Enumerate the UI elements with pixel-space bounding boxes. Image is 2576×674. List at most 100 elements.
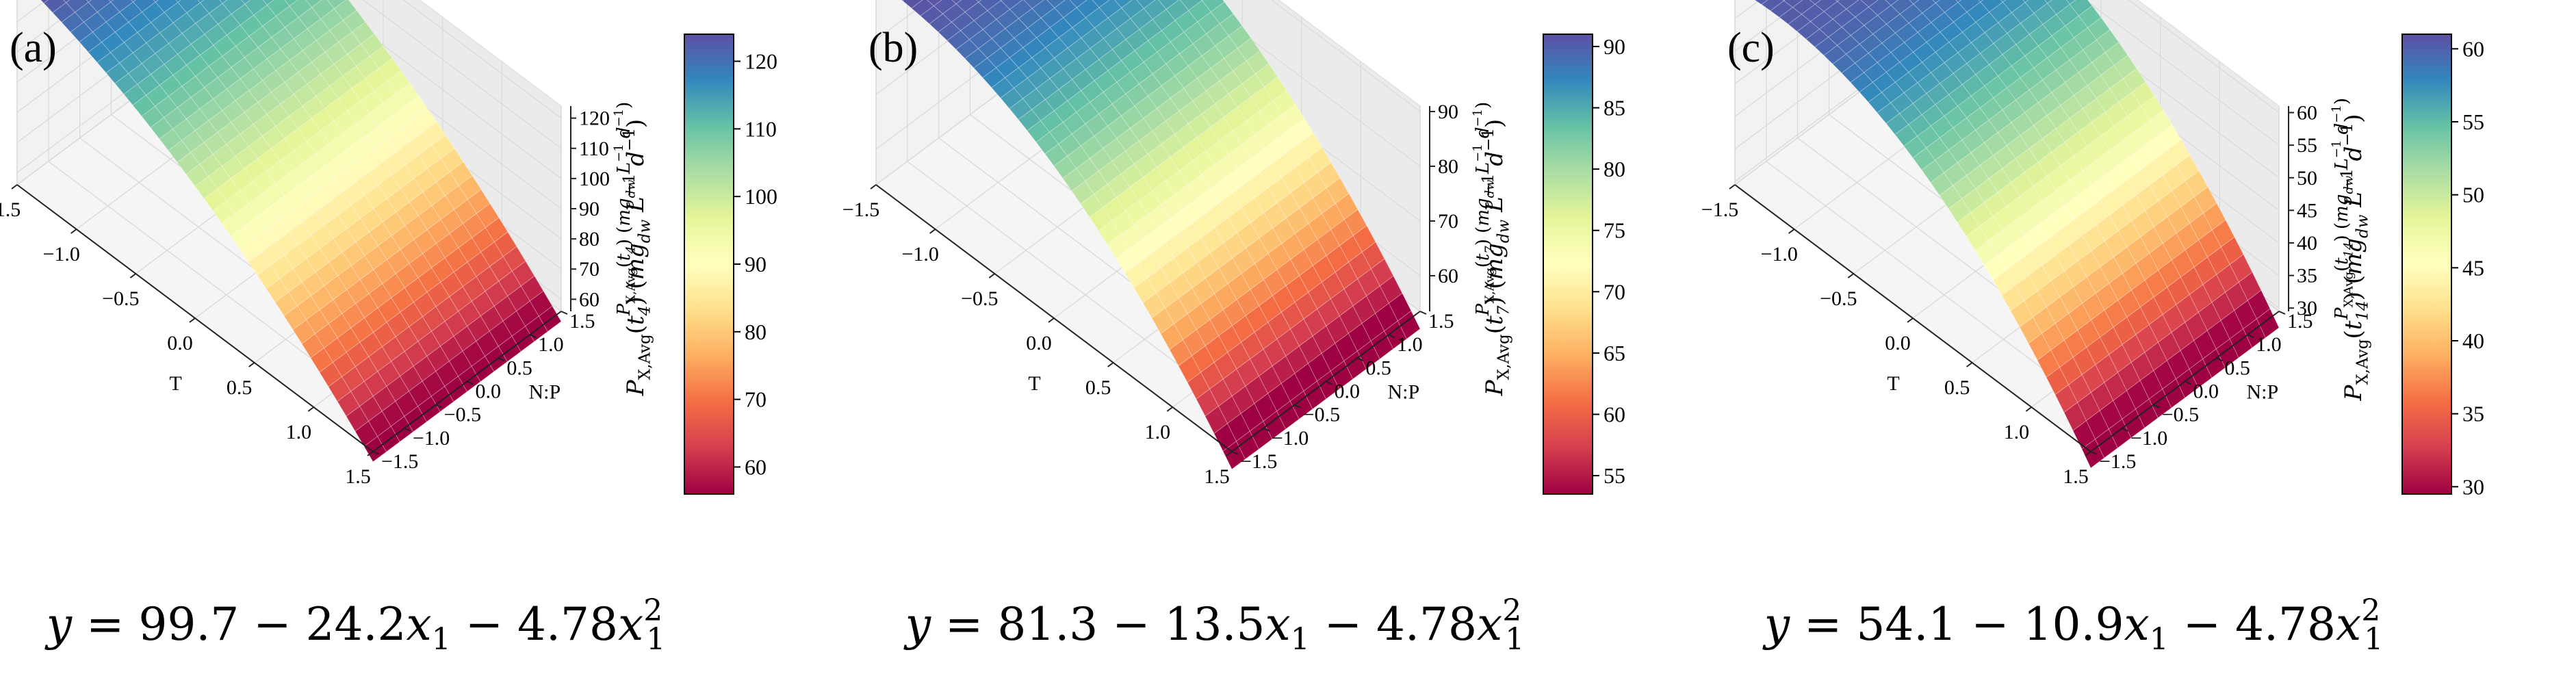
surface-patch [1289,390,1313,420]
y-tick-label: −1.5 [2099,450,2136,473]
x-tick-mark [870,184,877,190]
panel-label: (b) [868,25,918,71]
left-grid-z [16,0,88,53]
equation-part: = 99.7 − 24.2 [72,598,406,651]
z-axis-label-part: ) ( [1473,226,1493,246]
z-axis-label-part: 14 [2341,242,2356,258]
back-grid-z [2128,0,2280,114]
panel-label: (a) [10,25,57,71]
y-tick-mark [435,404,443,409]
colorbar-label-part: −1 [2339,168,2356,192]
equation-part: 1 [2364,622,2383,657]
colorbar-tick-label: 120 [745,49,777,74]
surface-patch [538,305,562,332]
surface-patch [1356,340,1380,370]
y-tick-mark [404,427,411,432]
colorbar-label-part: −1 [621,174,639,197]
colorbar-label-part: ( [1481,325,1508,334]
equation-part: = 54.1 − 10.9 [1790,598,2124,651]
x-tick-label: 1.5 [345,465,371,488]
colorbar-label-part: dw [2354,214,2372,238]
x-tick-label: −1.0 [1760,243,1797,265]
colorbar-tick-label: 30 [2462,474,2484,499]
left-grid-z [1734,0,1805,52]
surface-patch [1330,360,1354,390]
panel-label: (c) [1727,25,1775,71]
colorbar-label: PX,Avg(t14) (mgdw L−1 d−1) [2339,114,2371,401]
y-tick-label: 0.5 [1365,357,1391,379]
y-tick-mark [2153,404,2161,409]
colorbar-label-part: d [622,151,649,174]
y-tick-mark [2278,311,2286,315]
z-axis-label-part: dw [1482,179,1497,198]
z-axis-label-part: 7 [1482,246,1497,254]
x-tick-mark [70,229,77,234]
back-grid-z [322,0,562,179]
x-axis-label: T [1887,372,1899,395]
z-axis-label-part: ( [1473,261,1493,268]
z-axis-label-part: −1 [2330,140,2344,159]
colorbar-label-part: −1 [1480,174,1497,197]
x-tick-mark [1966,362,1973,367]
x-tick-label: −1.0 [901,243,938,265]
surface-patch [1343,350,1367,380]
z-axis-label-part: ) ( [2332,222,2352,242]
y-tick-mark [1356,357,1364,362]
equation-part: x [618,598,643,651]
surface-patch [1397,310,1421,339]
y-tick-mark [1294,404,1302,409]
colorbar-label-part: ) [1481,119,1508,128]
z-tick-label: 50 [2297,167,2317,190]
x-tick-label: −1.5 [842,198,879,221]
equation-part: 2 [643,593,662,628]
z-tick-label: 45 [2297,199,2317,222]
z-axis-label-part: ( [614,261,634,268]
z-axis-label-part: P [2332,307,2352,320]
z-axis-label-part: X,Avg [623,268,638,304]
colorbar-tick-label: 60 [1603,402,1625,427]
y-tick-label: −1.0 [413,427,450,450]
colorbar-label-part: dw [1495,220,1513,244]
x-tick-label: 0.0 [167,332,193,354]
colorbar-tick-label: 60 [745,454,767,479]
colorbar-label-part: ( [622,325,649,334]
z-axis-label-part: d [2332,123,2352,140]
z-axis-label-part: P [614,303,634,316]
back-grid-z [2085,0,2280,146]
x-tick-mark [929,229,936,234]
z-axis-label-part: ) [614,102,634,109]
y-tick-label: 1.0 [1397,333,1422,356]
x-tick-label: 0.5 [1944,376,1970,399]
colorbar-tick-label: 90 [745,252,767,276]
back-grid-z [402,0,562,119]
y-axis-label: N:P [529,381,561,404]
equation-part: 1 [646,622,665,657]
x-axis-label: T [169,372,181,395]
x-tick-mark [2085,451,2091,456]
x-tick-mark [248,362,255,367]
colorbar-label-part: L [1481,196,1508,219]
colorbar-label-part: X,Avg [2354,339,2372,385]
colorbar-label-part: L [622,196,649,219]
colorbar-tick-label: 65 [1603,341,1625,365]
z-axis-label-part: dw [2341,175,2356,194]
colorbar-tick-label: 35 [2462,402,2484,426]
equation: y = 54.1 − 10.9x1 − 4.78x2 1 [1762,593,2383,657]
z-axis-label-part: d [614,127,634,144]
z-axis-label: PX,Avg(t7) (mgdw L−1 d−1) [1471,102,1497,317]
equation-part: 1 [1291,622,1310,657]
y-tick-mark [2185,380,2191,385]
y-tick-label: −0.5 [1303,404,1340,426]
colorbar-label-part: dw [636,220,654,244]
equation-part: y [1762,598,1790,651]
left-grid-z [875,0,930,40]
y-tick-mark [2215,357,2223,362]
colorbar-label-part: 7 [1495,305,1513,315]
z-tick-label: 60 [2297,102,2317,125]
equation-part: x [407,598,432,651]
colorbar-label-part: L [2340,192,2367,214]
equation-part: x [1265,598,1291,651]
x-tick-label: −1.5 [0,198,21,221]
z-axis-label-part: mg [2332,194,2352,222]
